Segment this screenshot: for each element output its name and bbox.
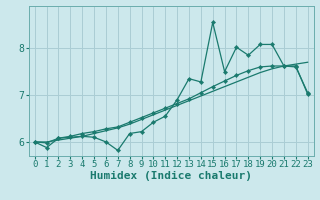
X-axis label: Humidex (Indice chaleur): Humidex (Indice chaleur) [90, 171, 252, 181]
